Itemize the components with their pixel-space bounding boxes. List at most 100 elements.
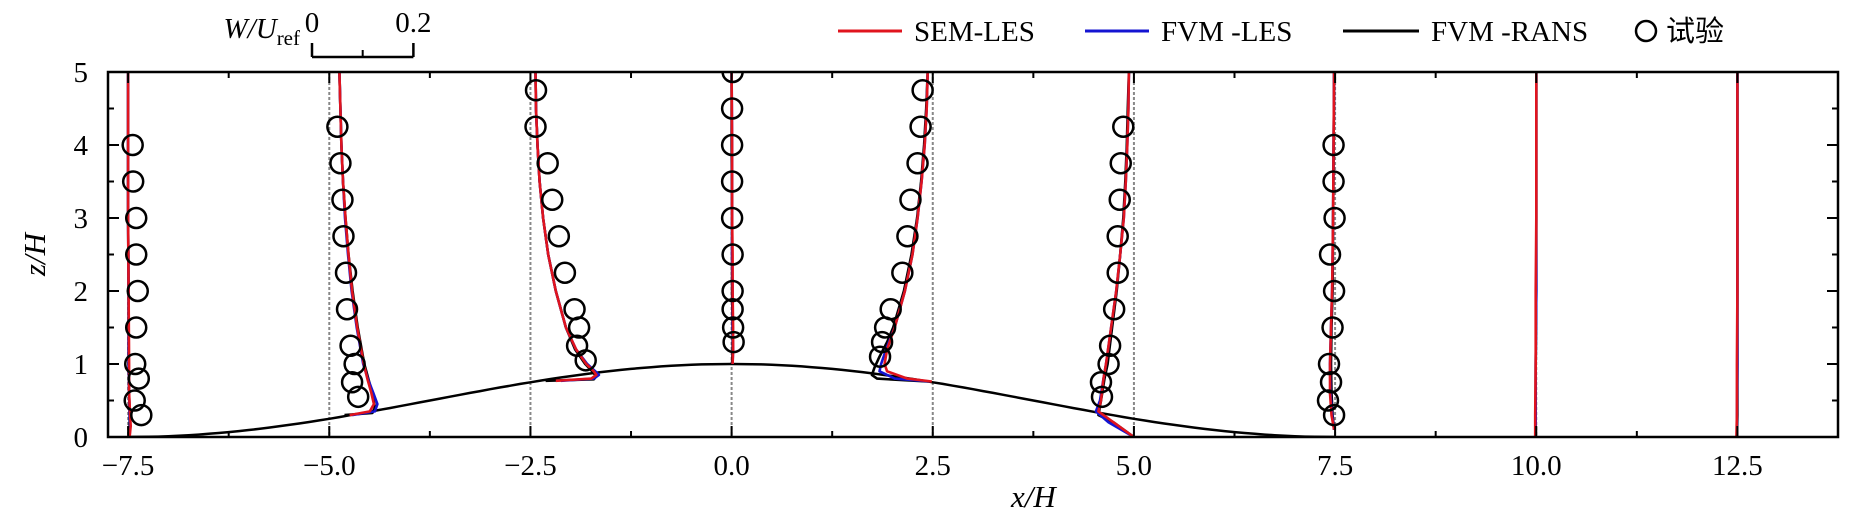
series-line-sem-les <box>730 72 735 365</box>
y-tick-label: 3 <box>74 203 89 235</box>
experiment-point <box>127 367 151 390</box>
experiment-point <box>1323 206 1346 230</box>
legend-item: FVM -RANS <box>1343 16 1588 48</box>
experiment-point <box>326 115 349 138</box>
experiment-point <box>1098 334 1122 357</box>
series-line-sem-les <box>883 72 932 383</box>
experiment-point <box>1319 371 1343 394</box>
experiment-point <box>722 330 745 354</box>
experiment-point <box>123 352 147 376</box>
experiment-point <box>1322 403 1346 427</box>
experiment-point <box>1322 170 1345 193</box>
experiment-point <box>868 345 892 368</box>
series-line-sem-les <box>126 72 132 437</box>
experiment-point <box>911 79 934 102</box>
experiment-point <box>329 152 352 175</box>
experiment-point <box>879 298 902 321</box>
y-axis-title: z/H <box>17 231 52 277</box>
series-line-sem-les <box>1735 72 1739 437</box>
experiment-point <box>906 152 929 175</box>
experiment-point <box>870 330 894 354</box>
experiment-point <box>1108 188 1131 211</box>
y-tick-label: 1 <box>74 349 89 381</box>
plot-inner <box>121 72 1739 437</box>
experiment-point <box>721 72 744 84</box>
y-tick-label: 2 <box>74 276 89 308</box>
experiment-point <box>332 225 355 248</box>
experiment-point <box>720 97 744 120</box>
experiment-point <box>1106 261 1129 284</box>
experiment-point <box>334 261 358 284</box>
experiment-point <box>1109 152 1132 175</box>
x-axis-title: x/H <box>1010 479 1057 514</box>
experiment-point <box>720 170 744 193</box>
x-tick-label: 10.0 <box>1511 450 1562 482</box>
experiment-point <box>565 334 589 357</box>
scale-bar-tick-label: 0 <box>305 7 320 39</box>
scale-bar-label: W/Uref <box>224 13 300 50</box>
plot-area: −7.5 −5.0 −2.5 0.0 2.5 5.0 7.5 10.0 12.5 0 1 2 3 4 5 x/… <box>17 7 1840 514</box>
experiment-point <box>721 316 745 339</box>
y-tick-label: 0 <box>74 422 89 454</box>
experiment-point <box>339 334 362 357</box>
series-line-sem-les <box>1097 72 1135 437</box>
legend-label: FVM -RANS <box>1431 16 1588 48</box>
legend-item: 试验 <box>1634 15 1724 48</box>
experiment-point <box>1102 298 1126 321</box>
experiment-point <box>1090 385 1114 409</box>
experiment-point <box>121 133 144 157</box>
legend-item: SEM-LES <box>838 16 1035 48</box>
series-line-sem-les <box>534 72 598 383</box>
experiment-point <box>563 298 586 321</box>
experiment-point <box>899 188 922 211</box>
x-tick-label: −7.5 <box>102 450 155 482</box>
legend-swatch <box>1634 19 1658 43</box>
experiment-point <box>343 352 366 376</box>
experiment-point <box>721 243 744 266</box>
experiment-point <box>553 261 577 284</box>
experiment-point <box>126 279 149 303</box>
x-tick-label: 12.5 <box>1712 450 1763 482</box>
x-tick-label: 0.0 <box>713 450 749 482</box>
experiment-point <box>340 371 364 394</box>
x-tick-label: 2.5 <box>915 450 951 482</box>
experiment-point <box>331 188 354 211</box>
y-tick-label: 4 <box>74 130 89 162</box>
experiment-point <box>547 225 571 248</box>
hill-surface <box>128 362 1336 437</box>
legend-item: FVM -LES <box>1085 16 1292 48</box>
experiment-point <box>720 133 744 157</box>
experiment-point <box>721 279 744 303</box>
experiment-point <box>1112 115 1135 138</box>
series-line-sem-les <box>1328 72 1336 430</box>
experiment-point <box>1321 316 1344 339</box>
experiment-point <box>124 206 148 230</box>
legend-label: 试验 <box>1666 15 1724 48</box>
experiment-point <box>891 261 914 284</box>
scale-bar-tick-label: 0.2 <box>395 7 431 39</box>
experiment-point <box>346 385 370 409</box>
legend-label: FVM -LES <box>1161 16 1292 48</box>
experiment-point <box>1106 225 1129 248</box>
series-line-sem-les <box>338 72 376 417</box>
experiment-point <box>1317 352 1341 376</box>
experiment-point <box>1322 279 1346 303</box>
experiment-point <box>124 243 148 266</box>
experiment-point <box>121 170 145 193</box>
series-line-sem-les <box>1533 72 1538 437</box>
x-tick-label: 5.0 <box>1116 450 1152 482</box>
experiment-point <box>536 152 559 175</box>
y-tick-label: 5 <box>74 57 89 89</box>
experiment-point <box>1318 243 1342 266</box>
experiment-point <box>1322 133 1345 157</box>
x-tick-label: 7.5 <box>1317 450 1353 482</box>
legend-label: SEM-LES <box>914 16 1035 48</box>
experiment-point <box>720 206 744 230</box>
experiment-point <box>896 225 919 248</box>
experiment-point <box>909 115 932 138</box>
experiment-point <box>721 298 744 321</box>
experiment-point <box>123 389 146 412</box>
experiment-point <box>524 79 548 102</box>
experiment-point <box>335 298 359 321</box>
